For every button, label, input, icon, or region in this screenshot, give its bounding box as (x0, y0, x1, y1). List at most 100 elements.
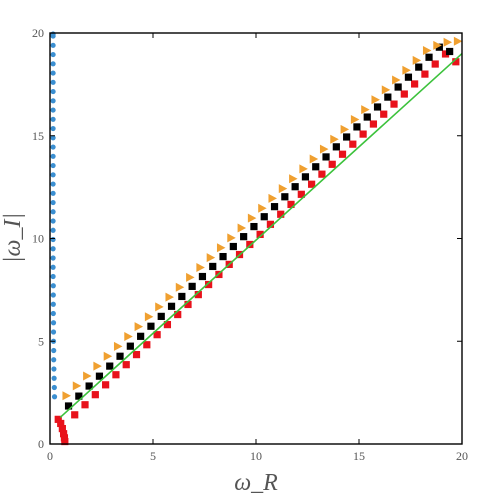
series-1-point-0 (61, 437, 69, 446)
series-4-point-6 (124, 332, 133, 342)
series-4-point-23 (299, 164, 308, 174)
series-1 (54, 415, 69, 446)
series-2-point-9 (163, 321, 172, 329)
series-3-point-6 (126, 342, 134, 350)
series-2-point-36 (441, 50, 450, 58)
series-layer (50, 31, 463, 446)
series-4-point-20 (268, 193, 277, 203)
series-0-point-2 (51, 375, 57, 381)
series-4-point-24 (309, 154, 319, 164)
x-tick-label: 15 (353, 449, 365, 463)
series-0-point-23 (50, 181, 56, 187)
series-0-point-27 (50, 144, 56, 150)
series-3-point-30 (373, 103, 382, 111)
x-tick-label: 10 (250, 449, 262, 463)
series-4-point-16 (227, 233, 236, 243)
series-3-point-17 (240, 233, 248, 241)
series-4-point-14 (206, 253, 216, 263)
series-5 (59, 52, 463, 418)
series-2-point-22 (297, 190, 305, 198)
series-3-point-0 (64, 402, 73, 410)
series-3 (64, 43, 454, 410)
series-4 (62, 36, 463, 401)
series-0-point-5 (51, 347, 57, 354)
series-2-point-25 (328, 160, 336, 168)
series-0-point-40 (50, 31, 56, 37)
series-3-point-29 (363, 113, 371, 121)
series-4-point-0 (62, 391, 71, 401)
series-0-point-12 (50, 283, 56, 289)
series-0-point-15 (50, 255, 56, 261)
series-2-point-12 (194, 291, 202, 299)
series-4-point-31 (381, 85, 391, 95)
series-2-point-35 (431, 60, 439, 68)
series-3-point-20 (270, 203, 279, 211)
series-2-point-26 (338, 150, 347, 158)
series-4-point-12 (186, 272, 195, 282)
series-2-point-21 (287, 200, 295, 208)
series-4-point-19 (258, 203, 267, 213)
series-4-point-5 (113, 341, 123, 351)
series-4-point-25 (319, 144, 329, 154)
series-3-point-32 (394, 83, 402, 91)
series-2-point-27 (349, 140, 357, 148)
series-2-point-37 (452, 58, 460, 66)
series-0-point-31 (50, 107, 56, 113)
series-4-point-32 (392, 75, 401, 85)
series-3-point-31 (384, 93, 392, 101)
series-2-point-30 (380, 110, 388, 118)
series-3-point-33 (404, 73, 413, 81)
series-2-point-19 (266, 220, 275, 228)
series-4-point-38 (453, 36, 463, 46)
series-3-point-35 (425, 53, 433, 61)
series-3-point-1 (75, 392, 83, 400)
series-0-point-0 (51, 394, 58, 400)
series-2-point-3 (102, 381, 110, 389)
series-0-point-34 (50, 79, 56, 85)
y-axis-label: |ω_I| (0, 213, 26, 263)
series-0-point-4 (51, 357, 57, 363)
series-0-point-38 (50, 42, 56, 48)
series-2-point-24 (318, 170, 326, 178)
series-0-point-33 (50, 88, 56, 95)
series-0-point-22 (50, 190, 56, 196)
series-0-point-7 (50, 329, 57, 335)
series-4-point-37 (443, 37, 453, 47)
series-2-point-5 (122, 361, 130, 369)
series-3-point-9 (157, 312, 165, 320)
series-3-point-27 (343, 133, 351, 141)
series-0-point-28 (50, 135, 56, 141)
series-0-point-21 (50, 199, 56, 206)
series-2-point-10 (174, 310, 182, 319)
series-1-point-5 (54, 415, 62, 423)
series-0-point-29 (50, 125, 56, 132)
series-1-point-1 (60, 434, 69, 442)
series-3-point-12 (188, 282, 196, 290)
series-0-point-35 (50, 70, 56, 76)
series-3-point-37 (446, 47, 454, 56)
series-2-point-31 (390, 100, 398, 108)
series-3-point-24 (312, 163, 320, 171)
series-2-point-6 (132, 351, 141, 359)
series-3-point-11 (178, 292, 186, 301)
series-2-point-23 (308, 180, 316, 188)
series-3-point-21 (281, 193, 289, 201)
series-1-point-3 (58, 424, 66, 433)
series-2-point-20 (277, 210, 285, 218)
series-0-point-36 (50, 61, 56, 67)
series-4-point-7 (134, 322, 144, 332)
series-3-point-2 (85, 382, 93, 390)
series-4-point-11 (175, 282, 185, 292)
series-3-point-28 (353, 123, 361, 131)
plot-frame (49, 32, 463, 445)
series-2-point-28 (359, 130, 367, 138)
series-0-point-13 (50, 273, 56, 280)
series-0-point-14 (50, 264, 56, 270)
series-3-point-8 (147, 322, 155, 330)
series-3-point-13 (198, 272, 207, 281)
series-3-point-7 (137, 332, 145, 340)
series-4-point-36 (433, 40, 442, 50)
series-2-point-17 (246, 240, 254, 249)
series-0-point-11 (50, 292, 56, 298)
y-tick-label: 10 (32, 232, 44, 246)
